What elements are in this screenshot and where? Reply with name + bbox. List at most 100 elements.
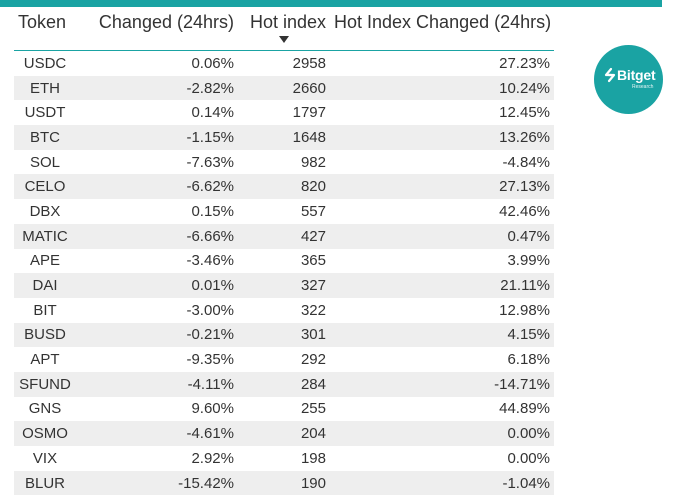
hot-index-changed-cell: 0.00%	[330, 421, 554, 446]
hot-index-cell: 2660	[238, 76, 330, 101]
hot-index-changed-cell: -1.04%	[330, 471, 554, 495]
hot-index-changed-cell: 42.46%	[330, 199, 554, 224]
hot-index-changed-cell: 0.47%	[330, 224, 554, 249]
hot-index-cell: 1797	[238, 100, 330, 125]
hot-index-changed-cell: 44.89%	[330, 397, 554, 422]
changed-cell: 0.14%	[76, 100, 238, 125]
changed-cell: -3.46%	[76, 249, 238, 274]
hot-index-changed-cell: 4.15%	[330, 323, 554, 348]
changed-cell: 2.92%	[76, 446, 238, 471]
changed-cell: -6.66%	[76, 224, 238, 249]
hot-index-changed-cell: 0.00%	[330, 446, 554, 471]
hot-index-changed-cell: 27.13%	[330, 174, 554, 199]
token-cell: BUSD	[14, 323, 76, 348]
sort-descending-icon	[279, 36, 289, 43]
changed-cell: 0.06%	[76, 51, 238, 76]
table-row: SOL-7.63%982-4.84%	[14, 150, 554, 175]
changed-cell: 0.01%	[76, 273, 238, 298]
hot-index-changed-cell: 12.45%	[330, 100, 554, 125]
changed-cell: -1.15%	[76, 125, 238, 150]
hot-index-changed-cell: 21.11%	[330, 273, 554, 298]
table-row: BLUR-15.42%190-1.04%	[14, 471, 554, 495]
hot-index-cell: 301	[238, 323, 330, 348]
changed-cell: -6.62%	[76, 174, 238, 199]
changed-cell: -9.35%	[76, 347, 238, 372]
hot-index-changed-cell: -14.71%	[330, 372, 554, 397]
title-banner	[0, 0, 662, 7]
token-cell: SFUND	[14, 372, 76, 397]
hot-index-cell: 427	[238, 224, 330, 249]
hot-index-cell: 204	[238, 421, 330, 446]
changed-cell: -2.82%	[76, 76, 238, 101]
hot-index-cell: 190	[238, 471, 330, 495]
token-cell: GNS	[14, 397, 76, 422]
hot-index-table-container: Token Changed (24hrs) Hot index Hot Inde…	[14, 10, 554, 495]
hot-index-changed-cell: 27.23%	[330, 51, 554, 76]
token-cell: BIT	[14, 298, 76, 323]
hot-index-cell: 322	[238, 298, 330, 323]
hot-index-changed-cell: 3.99%	[330, 249, 554, 274]
hot-index-changed-cell: 10.24%	[330, 76, 554, 101]
hot-index-cell: 255	[238, 397, 330, 422]
hot-index-changed-cell: -4.84%	[330, 150, 554, 175]
column-header-hot-index-changed[interactable]: Hot Index Changed (24hrs)	[330, 10, 554, 51]
token-cell: APT	[14, 347, 76, 372]
bitget-logo: Bitget Research	[594, 45, 663, 114]
hot-index-cell: 2958	[238, 51, 330, 76]
changed-cell: -7.63%	[76, 150, 238, 175]
hot-index-cell: 820	[238, 174, 330, 199]
changed-cell: -4.11%	[76, 372, 238, 397]
hot-index-table: Token Changed (24hrs) Hot index Hot Inde…	[14, 10, 554, 495]
bitget-logo-icon	[602, 67, 618, 83]
token-cell: SOL	[14, 150, 76, 175]
table-header-row: Token Changed (24hrs) Hot index Hot Inde…	[14, 10, 554, 51]
hot-index-changed-cell: 12.98%	[330, 298, 554, 323]
token-cell: USDC	[14, 51, 76, 76]
token-cell: ETH	[14, 76, 76, 101]
token-cell: BTC	[14, 125, 76, 150]
hot-index-cell: 1648	[238, 125, 330, 150]
token-cell: USDT	[14, 100, 76, 125]
hot-index-cell: 327	[238, 273, 330, 298]
changed-cell: 0.15%	[76, 199, 238, 224]
token-cell: MATIC	[14, 224, 76, 249]
table-row: SFUND-4.11%284-14.71%	[14, 372, 554, 397]
logo-name: Bitget	[617, 67, 655, 83]
token-cell: APE	[14, 249, 76, 274]
token-cell: DBX	[14, 199, 76, 224]
hot-index-cell: 284	[238, 372, 330, 397]
changed-cell: -0.21%	[76, 323, 238, 348]
token-cell: BLUR	[14, 471, 76, 495]
column-header-hot-index[interactable]: Hot index	[238, 10, 330, 51]
token-cell: OSMO	[14, 421, 76, 446]
changed-cell: -4.61%	[76, 421, 238, 446]
column-header-token[interactable]: Token	[14, 10, 76, 51]
token-cell: DAI	[14, 273, 76, 298]
logo-subtitle: Research	[632, 84, 653, 90]
token-cell: VIX	[14, 446, 76, 471]
changed-cell: 9.60%	[76, 397, 238, 422]
column-header-changed[interactable]: Changed (24hrs)	[76, 10, 238, 51]
column-header-hot-index-label: Hot index	[250, 12, 326, 32]
hot-index-cell: 198	[238, 446, 330, 471]
hot-index-changed-cell: 13.26%	[330, 125, 554, 150]
hot-index-cell: 365	[238, 249, 330, 274]
hot-index-cell: 982	[238, 150, 330, 175]
token-cell: CELO	[14, 174, 76, 199]
